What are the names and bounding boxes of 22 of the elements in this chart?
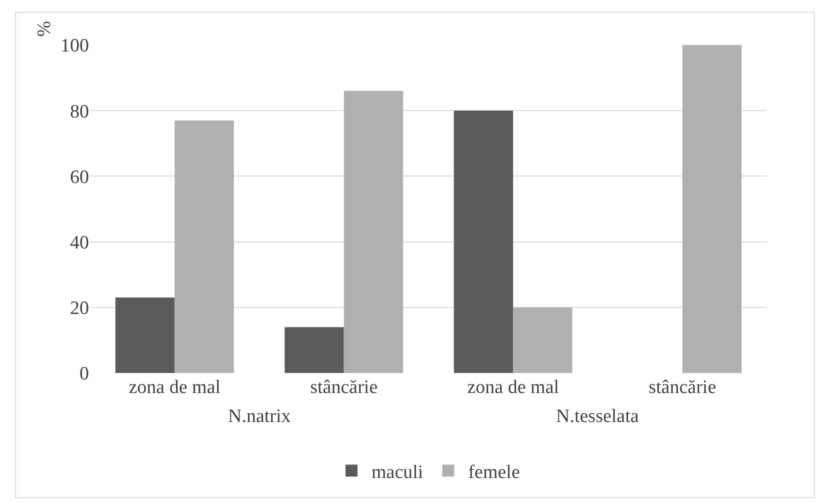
x-tick-label: stâncărie: [648, 377, 716, 398]
x-tick-label: stâncărie: [310, 377, 378, 398]
y-tick-label: 60: [70, 166, 89, 188]
bar: [682, 45, 742, 373]
bar: [513, 307, 572, 373]
legend-label: maculi: [372, 462, 424, 483]
y-axis-title: %: [34, 20, 56, 37]
bar: [174, 120, 234, 373]
x-tick-label: zona de mal: [467, 377, 560, 398]
y-tick-label: 40: [70, 232, 89, 254]
y-tick-label: 80: [70, 101, 89, 122]
legend-label: femele: [468, 462, 520, 483]
text: N.natrix: [228, 406, 292, 427]
x-tick-label: zona de mal: [128, 377, 221, 398]
bar: [454, 110, 514, 373]
bar: [284, 327, 344, 373]
bar: [115, 298, 175, 373]
y-tick-label: 20: [70, 298, 89, 320]
text: N.tesselata: [556, 406, 640, 427]
y-tick-label: 0: [80, 364, 89, 385]
bar: [344, 90, 404, 373]
y-tick-label: 100: [60, 36, 89, 57]
